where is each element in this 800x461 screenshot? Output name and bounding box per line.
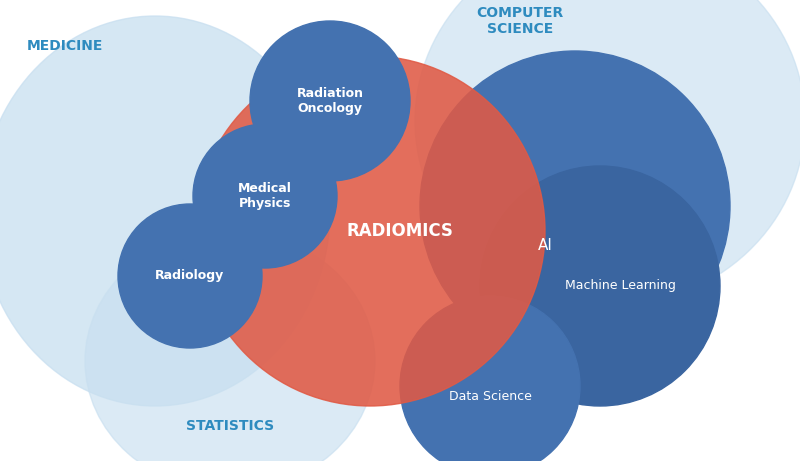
Text: RADIOMICS: RADIOMICS [346,222,454,240]
Text: Medical
Physics: Medical Physics [238,182,292,210]
Circle shape [118,204,262,348]
Circle shape [420,51,730,361]
Text: AI: AI [538,238,553,254]
Text: Radiology: Radiology [155,270,225,283]
Text: COMPUTER
SCIENCE: COMPUTER SCIENCE [476,6,564,36]
Circle shape [195,56,545,406]
Circle shape [400,296,580,461]
Text: Data Science: Data Science [449,390,531,402]
Ellipse shape [0,16,330,406]
Ellipse shape [85,231,375,461]
Circle shape [250,21,410,181]
Circle shape [193,124,337,268]
Circle shape [480,166,720,406]
Text: Machine Learning: Machine Learning [565,279,675,292]
Text: MEDICINE: MEDICINE [27,39,103,53]
Ellipse shape [415,0,800,306]
Text: STATISTICS: STATISTICS [186,419,274,433]
Text: Radiation
Oncology: Radiation Oncology [297,87,363,115]
